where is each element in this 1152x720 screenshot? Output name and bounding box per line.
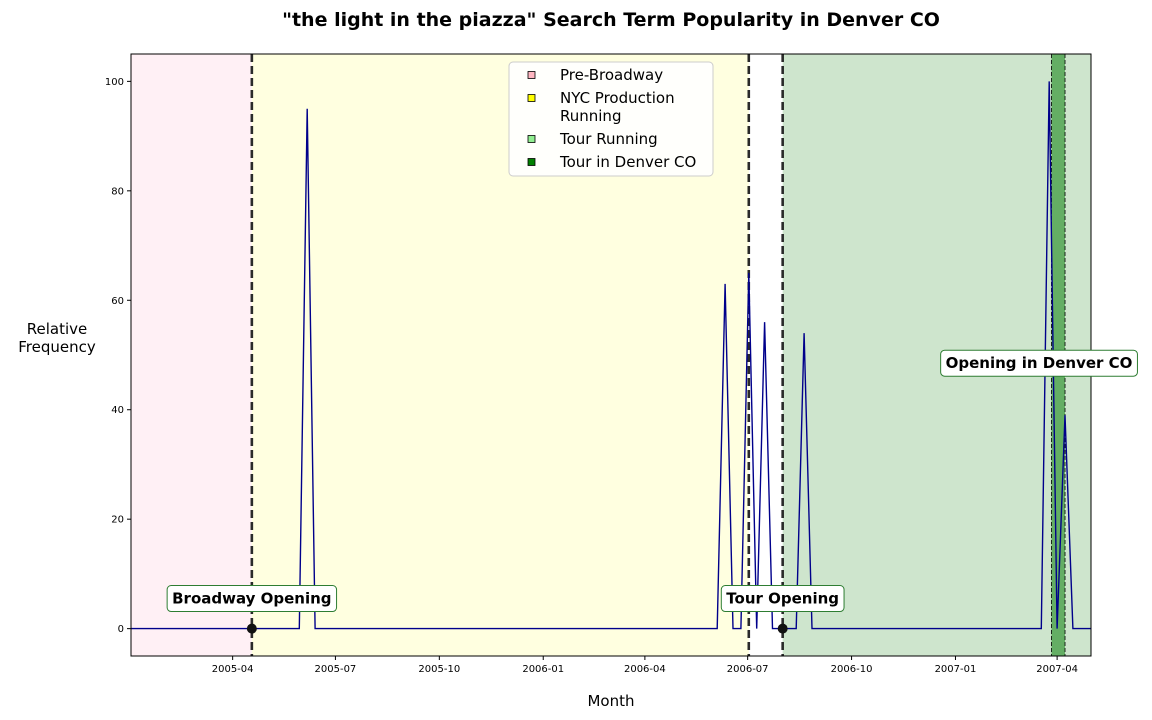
y-tick-label-3: 60 — [111, 296, 124, 307]
x-tick-label-8: 2007-04 — [1036, 664, 1078, 675]
annotations: Broadway Opening Tour Opening Opening in D… — [166, 349, 1138, 613]
legend-label-2-line-0: Tour Running — [559, 130, 658, 148]
annotation-box-1 — [720, 585, 845, 613]
annotation-label-1: Tour Opening — [726, 590, 839, 608]
legend: Pre-Broadway NYC Production Running Tour Ru… — [508, 61, 714, 177]
y-tick-label-2: 40 — [111, 405, 124, 416]
y-tick-label-4: 80 — [111, 186, 124, 197]
legend-label-1-line-0: NYC Production — [560, 89, 675, 107]
y-axis-ticks: 0 20 40 60 80 100 — [105, 77, 131, 635]
x-tick-label-5: 2006-07 — [727, 664, 769, 675]
x-axis-label: Month — [587, 692, 634, 710]
legend-label-3: Tour in Denver CO — [559, 153, 696, 171]
x-tick-label-1: 2005-07 — [315, 664, 357, 675]
legend-swatch-3 — [527, 158, 536, 166]
y-tick-label-5: 100 — [105, 77, 124, 88]
y-tick-label-1: 20 — [111, 515, 124, 526]
annotation-label-0: Broadway Opening — [172, 590, 331, 608]
x-tick-label-3: 2006-01 — [522, 664, 564, 675]
legend-swatch-0 — [527, 71, 536, 79]
series-line-0 — [131, 81, 1091, 630]
legend-label-0-line-0: Pre-Broadway — [560, 66, 663, 84]
legend-label-1-line-1: Running — [560, 107, 621, 125]
series — [131, 81, 1091, 630]
x-tick-label-6: 2006-10 — [831, 664, 873, 675]
legend-swatch-2 — [527, 135, 536, 143]
chart-title: "the light in the piazza" Search Term Po… — [282, 9, 940, 31]
shaded-region-0 — [131, 54, 252, 656]
x-tick-label-2: 2005-10 — [418, 664, 460, 675]
marker-point-1 — [777, 623, 788, 634]
x-tick-label-7: 2007-01 — [935, 664, 977, 675]
y-label-line-1: Frequency — [18, 338, 96, 356]
legend-swatch-1 — [527, 94, 536, 102]
legend-label-0: Pre-Broadway — [560, 66, 663, 84]
annotation-box-0 — [166, 585, 338, 613]
annotation-box-2 — [940, 349, 1138, 377]
legend-label-2: Tour Running — [559, 130, 658, 148]
x-axis-ticks: 2005-04 2005-07 2005-10 2006-01 2006-04 2006-… — [212, 656, 1078, 675]
x-tick-label-4: 2006-04 — [624, 664, 666, 675]
legend-label-3-line-0: Tour in Denver CO — [559, 153, 696, 171]
legend-box — [508, 61, 714, 177]
x-tick-label-0: 2005-04 — [212, 664, 254, 675]
y-axis-label: Relative Frequency — [18, 320, 96, 356]
y-label-line-0: Relative — [27, 320, 88, 338]
markers — [246, 623, 788, 634]
y-tick-label-0: 0 — [118, 624, 124, 635]
annotation-label-2: Opening in Denver CO — [946, 354, 1133, 372]
legend-label-1: NYC Production Running — [560, 89, 675, 125]
vertical-lines — [250, 54, 784, 656]
marker-point-0 — [246, 623, 257, 634]
